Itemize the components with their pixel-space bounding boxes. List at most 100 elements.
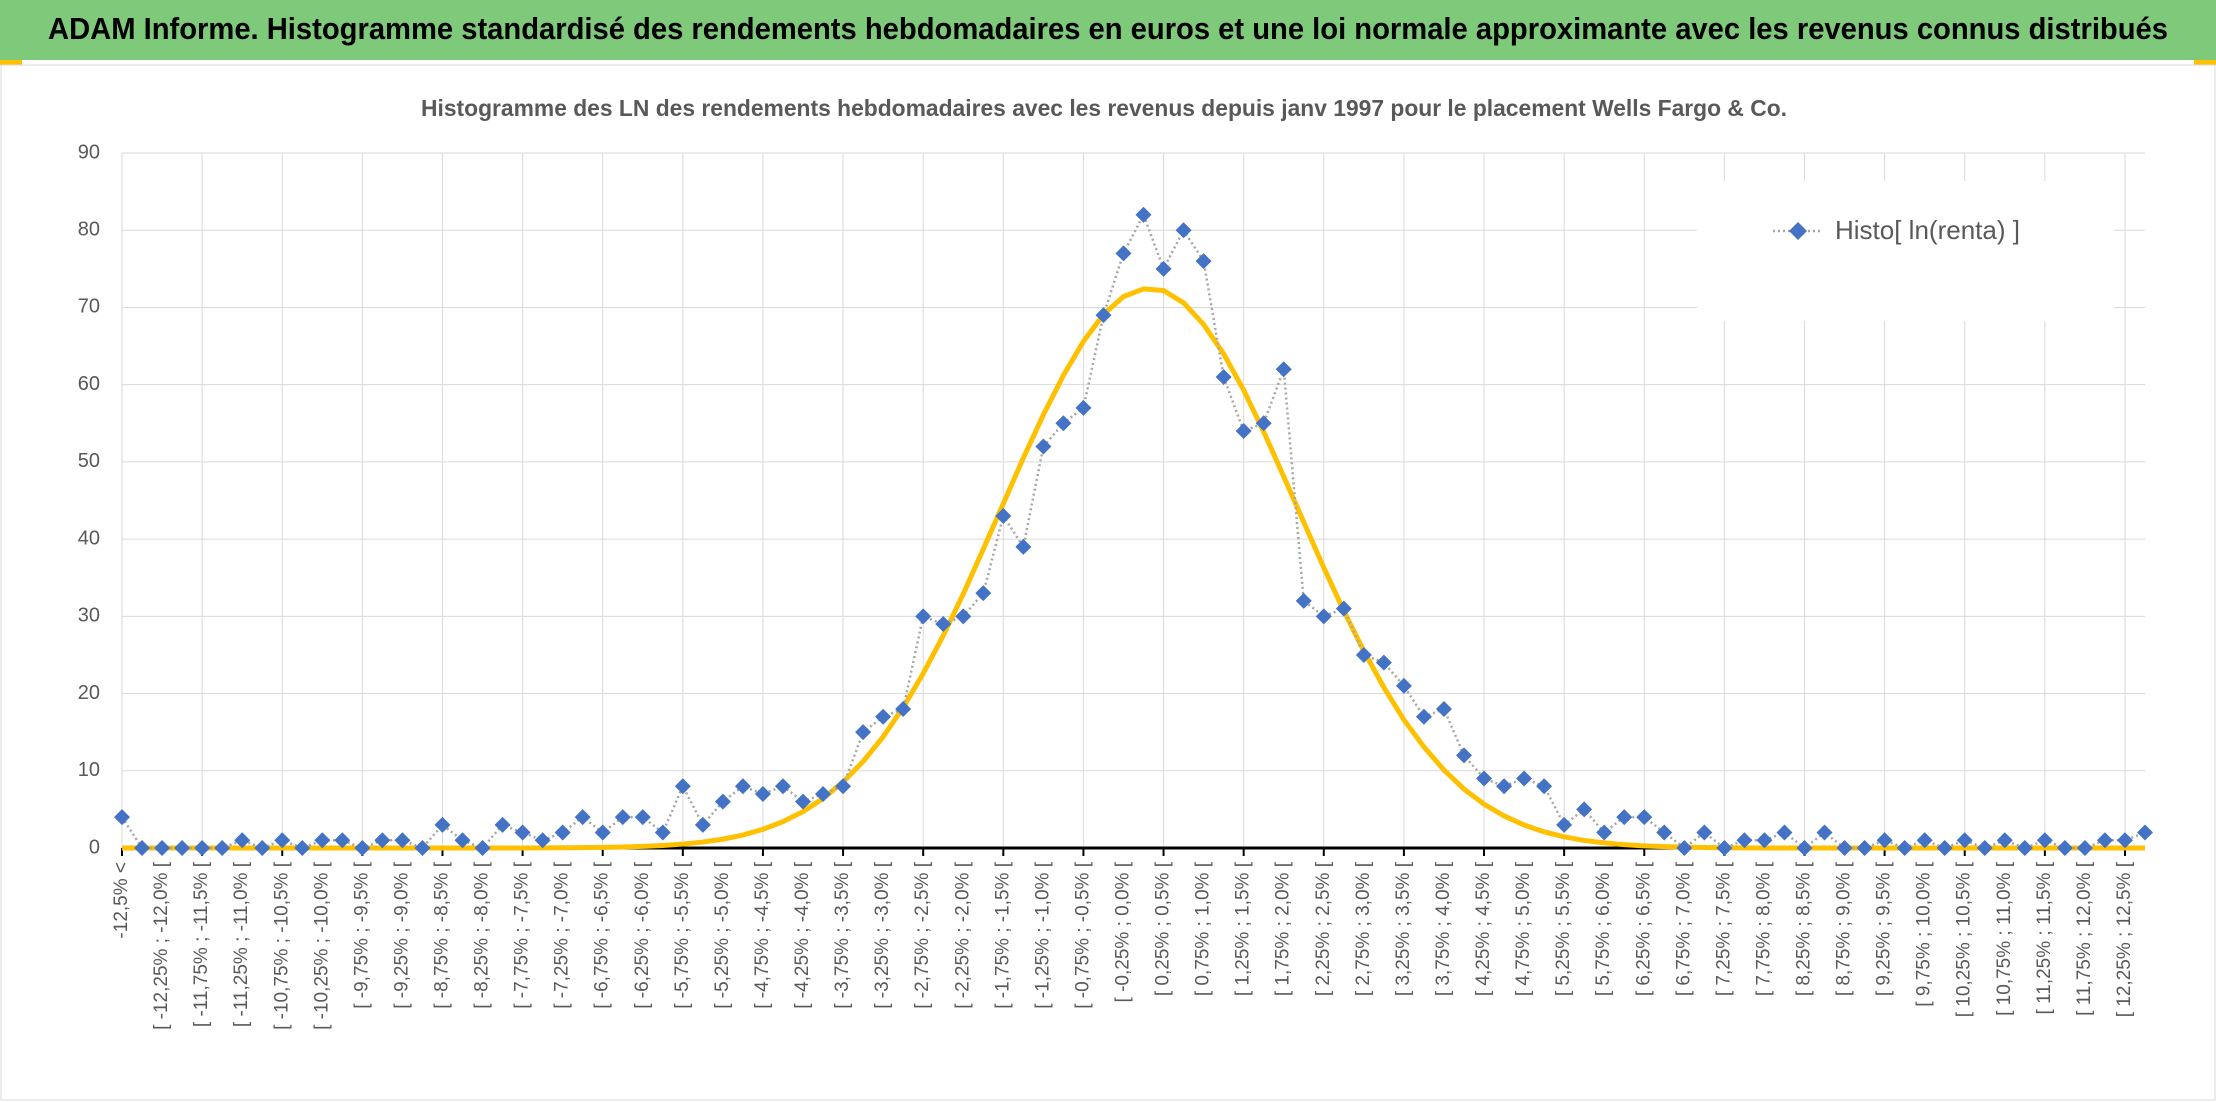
x-tick-label: [ 1,25% ; 1,5% [ (1233, 861, 1254, 996)
point-marker (1315, 608, 1332, 625)
point-marker (2016, 840, 2033, 856)
point-marker (1616, 809, 1633, 826)
point-marker (734, 778, 751, 795)
x-tick-label: [ 0,75% ; 1,0% [ (1193, 861, 1214, 996)
point-marker (1115, 245, 1132, 262)
x-tick-label: [ -5,25% ; -5,0% [ (712, 861, 733, 1009)
y-tick-label: 80 (78, 219, 100, 241)
x-tick-label: [ -6,75% ; -6,5% [ (592, 861, 613, 1009)
point-marker (1195, 253, 1212, 270)
point-marker (915, 608, 932, 625)
x-tick-label: [ 6,75% ; 7,0% [ (1673, 861, 1694, 996)
x-tick-label: [ -1,75% ; -1,5% [ (992, 861, 1013, 1009)
point-marker (1756, 832, 1773, 849)
y-tick-label: 20 (78, 682, 100, 704)
x-tick-label: [ 10,75% ; 11,0% [ (1994, 861, 2015, 1016)
point-marker (1816, 824, 1833, 841)
point-marker (1395, 677, 1412, 694)
point-marker (1736, 832, 1753, 849)
x-tick-label: [ 6,25% ; 6,5% [ (1633, 861, 1654, 996)
x-tick-label: [ -7,75% ; -7,5% [ (512, 861, 533, 1009)
point-marker (274, 832, 291, 849)
point-marker (454, 832, 471, 849)
legend-marker (1789, 222, 1807, 240)
x-tick-label: [ 10,25% ; 10,5% [ (1954, 861, 1975, 1017)
point-marker (1135, 206, 1152, 223)
point-marker (414, 840, 431, 856)
x-tick-label: [ -4,25% ; -4,0% [ (792, 861, 813, 1009)
point-marker (2036, 832, 2053, 849)
point-marker (1255, 415, 1272, 432)
point-marker (1055, 415, 1072, 432)
point-marker (1075, 399, 1092, 416)
point-marker (2137, 824, 2153, 841)
x-tick-label: [ -0,75% ; -0,5% [ (1072, 861, 1093, 1009)
x-tick-label: [ 11,25% ; 11,5% [ (2034, 861, 2055, 1014)
point-marker (774, 778, 791, 795)
x-tick-label: [ -2,25% ; -2,0% [ (952, 861, 973, 1009)
x-tick-label: [ -4,75% ; -4,5% [ (752, 861, 773, 1009)
point-marker (2076, 840, 2093, 856)
point-marker (694, 816, 711, 833)
x-tick-label: [ -2,75% ; -2,5% [ (912, 861, 933, 1009)
point-marker (1335, 600, 1352, 617)
point-marker (1175, 222, 1192, 239)
point-marker (154, 840, 171, 856)
x-tick-label: [ -0,25% ; 0,0% [ (1113, 861, 1134, 1002)
point-marker (714, 793, 731, 810)
y-tick-label: 60 (78, 373, 100, 395)
x-tick-label: [ -10,25% ; -10,0% [ (311, 861, 332, 1030)
point-marker (2056, 840, 2073, 856)
x-tick-label: [ -9,25% ; -9,0% [ (391, 861, 412, 1009)
point-marker (374, 832, 391, 849)
point-marker (1215, 368, 1232, 385)
point-marker (1476, 770, 1493, 787)
x-tick-label: [ 2,25% ; 2,5% [ (1313, 861, 1334, 996)
point-marker (815, 785, 832, 802)
x-tick-label: [ -3,75% ; -3,5% [ (832, 861, 853, 1009)
x-tick-label: [ 3,75% ; 4,0% [ (1433, 861, 1454, 996)
y-tick-label: 30 (78, 605, 100, 627)
y-tick-label: 40 (78, 527, 100, 549)
point-marker (614, 809, 631, 826)
point-marker (1435, 701, 1452, 717)
point-marker (1636, 809, 1653, 826)
y-tick-label: 90 (78, 141, 100, 163)
page-title: ADAM Informe. Histogramme standardisé de… (48, 11, 2168, 46)
point-marker (1696, 824, 1713, 841)
point-marker (214, 840, 231, 856)
legend-box (1697, 181, 2114, 321)
point-marker (855, 724, 872, 741)
point-marker (995, 507, 1012, 524)
point-marker (514, 824, 531, 841)
point-marker (1576, 801, 1593, 818)
x-tick-label: [ 5,75% ; 6,0% [ (1593, 861, 1614, 996)
x-tick-label: [ 2,75% ; 3,0% [ (1353, 861, 1374, 996)
y-tick-label: 70 (78, 296, 100, 318)
point-marker (1716, 840, 1733, 856)
point-marker (1155, 260, 1172, 277)
x-tick-label: [ 11,75% ; 12,0% [ (2074, 861, 2095, 1016)
x-tick-label: [ 1,75% ; 2,0% [ (1273, 861, 1294, 996)
point-marker (835, 778, 852, 795)
legend-label: Histo[ ln(renta) ] (1835, 215, 2020, 245)
point-marker (975, 585, 992, 602)
point-marker (254, 840, 271, 856)
x-tick-label: [ 0,25% ; 0,5% [ (1153, 861, 1174, 996)
header-bar (0, 0, 2216, 60)
point-marker (1496, 778, 1513, 795)
point-marker (795, 793, 812, 810)
point-marker (314, 832, 331, 849)
point-marker (1455, 747, 1472, 764)
x-tick-label: [ 7,75% ; 8,0% [ (1753, 861, 1774, 996)
x-tick-label: -12,5% < (111, 862, 132, 939)
point-marker (1836, 840, 1853, 856)
point-marker (1936, 840, 1953, 856)
point-marker (1275, 361, 1292, 378)
point-marker (654, 824, 671, 841)
point-marker (1876, 832, 1893, 849)
point-marker (674, 778, 691, 795)
x-tick-label: [ -11,75% ; -11,5% [ (191, 861, 212, 1027)
point-marker (1375, 654, 1392, 671)
point-marker (1556, 816, 1573, 833)
